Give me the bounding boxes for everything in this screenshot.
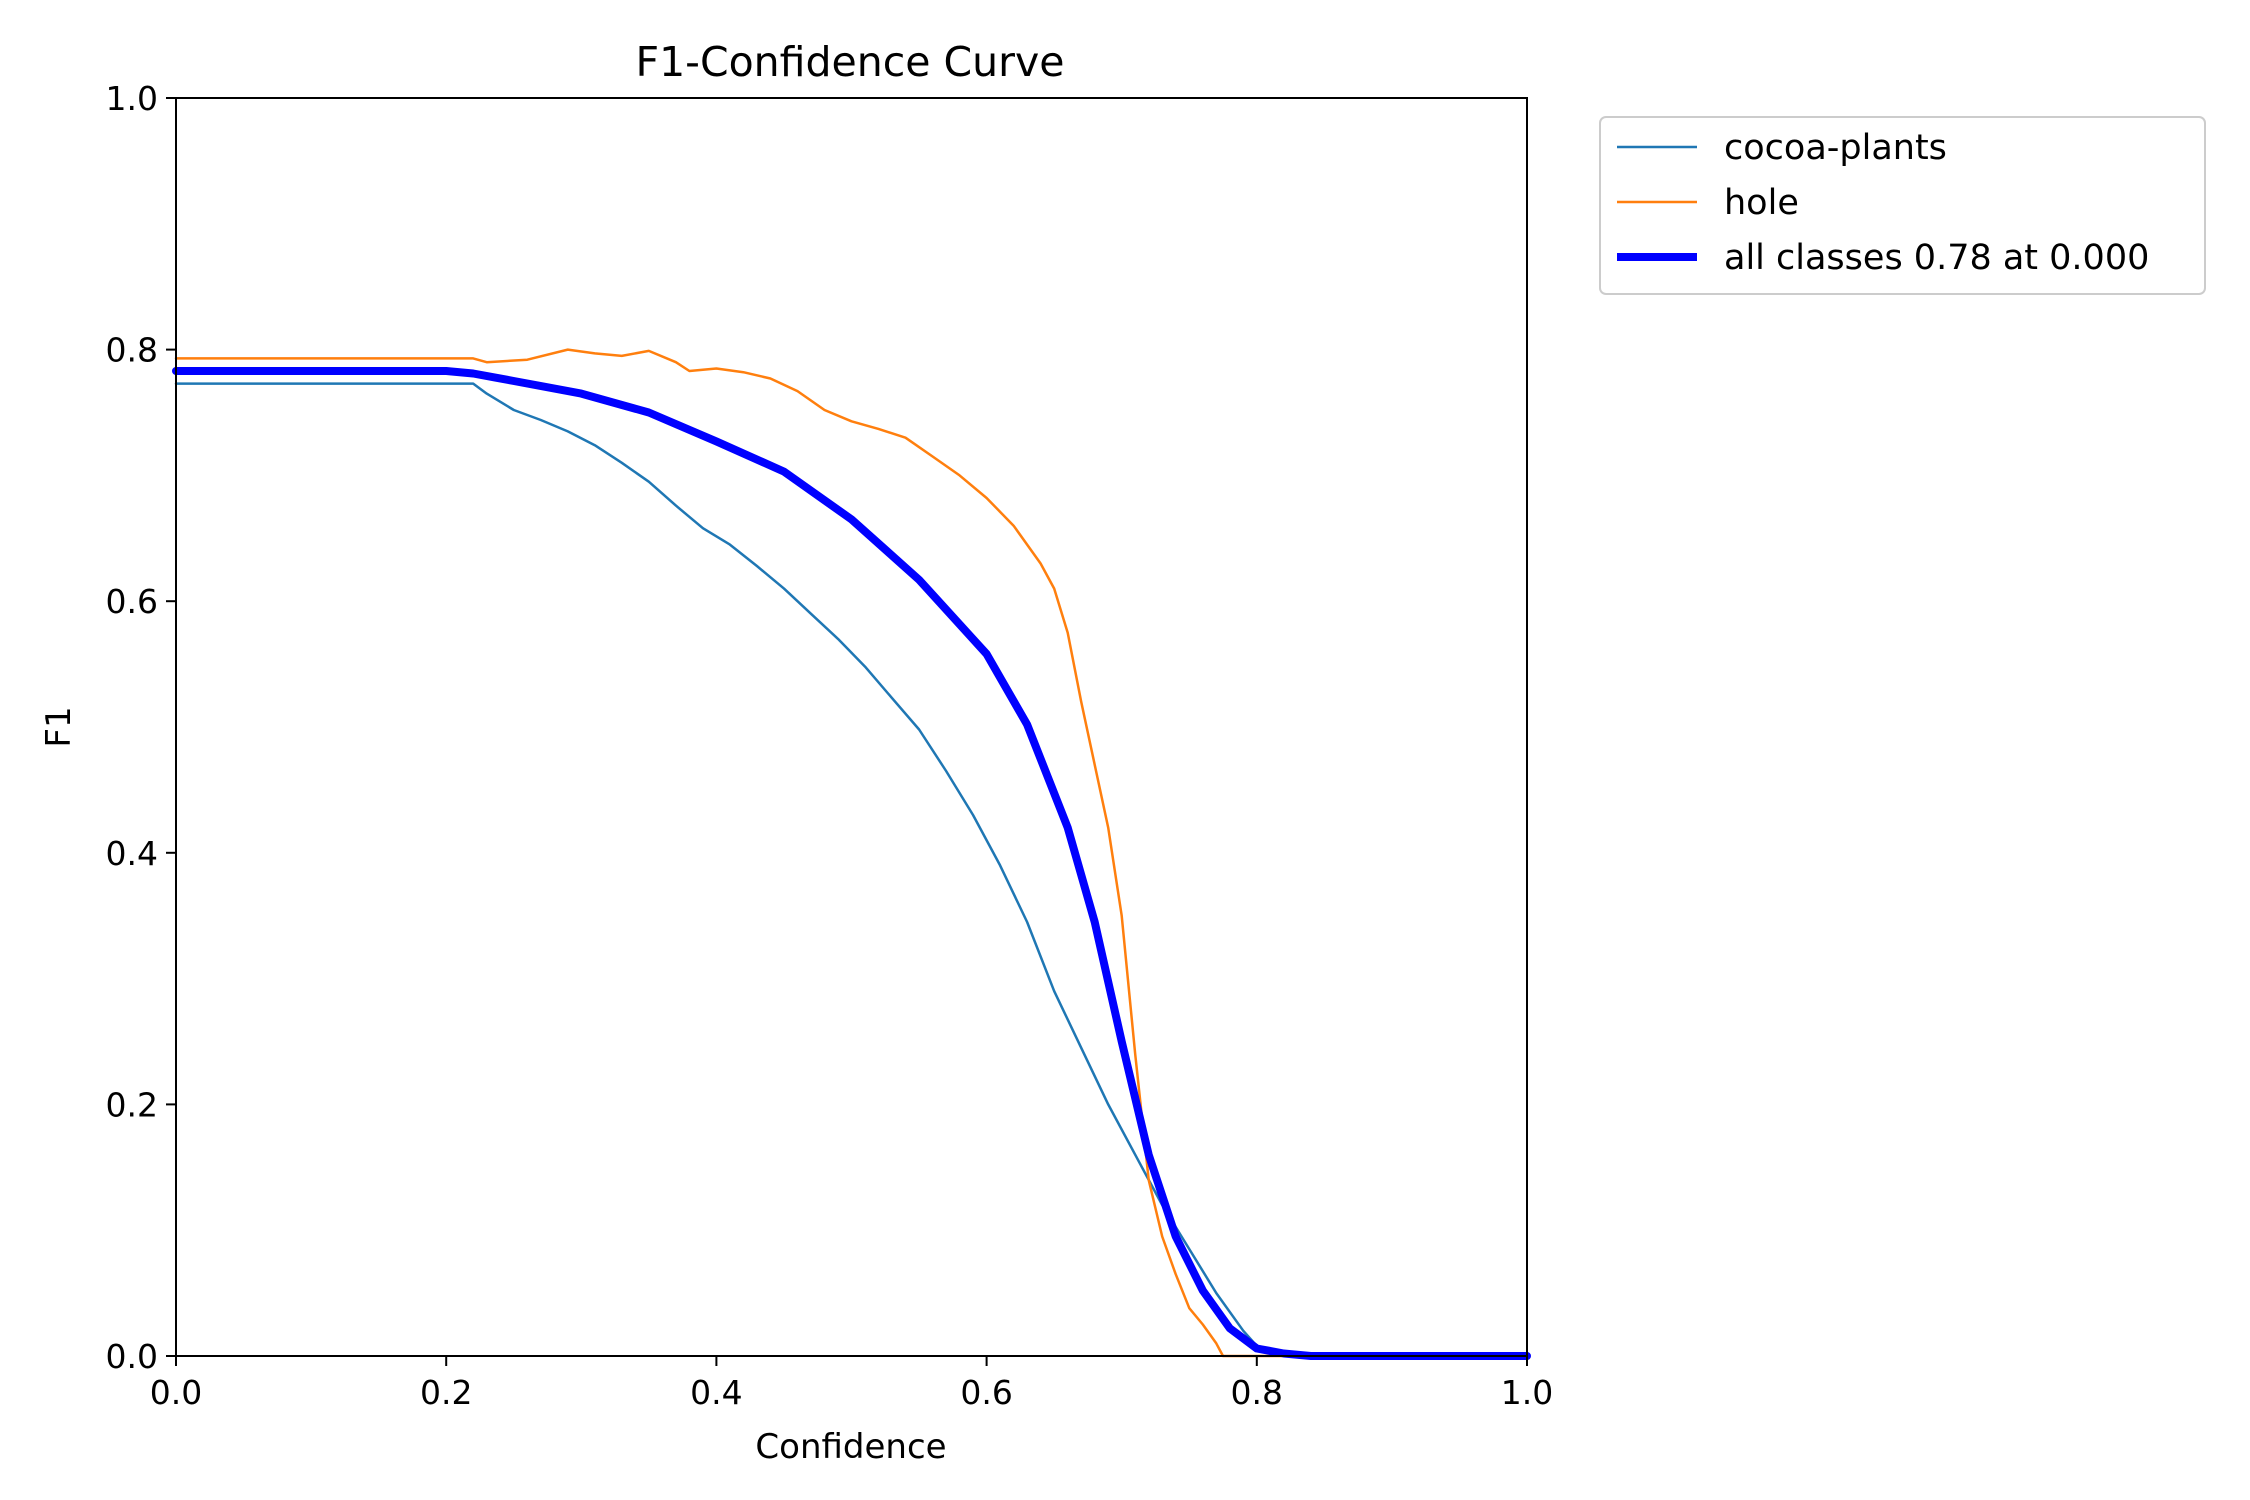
y-tick-label: 0.8 — [106, 331, 158, 370]
x-tick-label: 0.0 — [150, 1373, 202, 1412]
series-line-all — [172, 367, 1531, 1360]
legend-label-all-classes: all classes 0.78 at 0.000 — [1724, 238, 2149, 278]
plot-area — [172, 348, 1531, 1360]
chart-title: F1-Confidence Curve — [636, 38, 1065, 86]
x-tick-label: 0.8 — [1231, 1373, 1283, 1412]
legend-box — [1599, 116, 2206, 295]
x-tick-label: 1.0 — [1501, 1373, 1553, 1412]
x-tick-label: 0.4 — [690, 1373, 742, 1412]
y-tick-label: 0.0 — [106, 1337, 158, 1376]
axis-ticks: 0.0 0.2 0.4 0.6 0.8 1.0 0.0 0.2 0.4 0.6 0.8 1.0 — [106, 79, 1554, 1412]
x-tick-label: 0.6 — [960, 1373, 1012, 1412]
y-tick-label: 1.0 — [106, 79, 158, 118]
legend: cocoa-plants hole all classes 0.78 at 0.… — [1599, 116, 2206, 295]
x-tick-label: 0.2 — [420, 1373, 472, 1412]
y-tick-label: 0.6 — [106, 582, 158, 621]
legend-label-cocoa-plants: cocoa-plants — [1724, 128, 1947, 168]
y-tick-label: 0.4 — [106, 834, 158, 873]
axes-frame — [175, 97, 1528, 1357]
y-tick-label: 0.2 — [106, 1085, 158, 1124]
y-axis-label: F1 — [39, 706, 79, 747]
series-line-hole — [174, 348, 1529, 1358]
legend-label-hole: hole — [1724, 183, 1799, 223]
x-axis-label: Confidence — [755, 1427, 946, 1467]
